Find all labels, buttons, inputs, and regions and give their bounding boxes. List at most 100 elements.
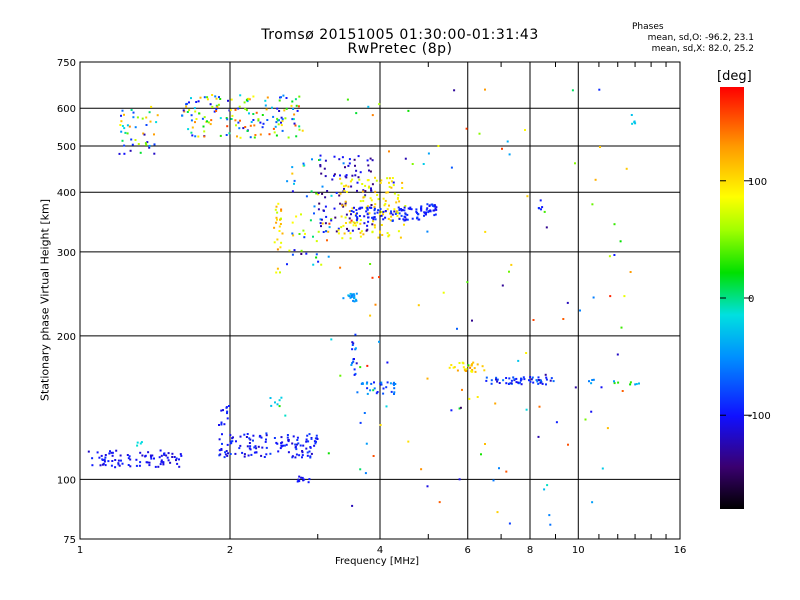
x-tick-label: 1 — [77, 545, 83, 556]
data-point — [468, 397, 471, 400]
data-point — [222, 409, 224, 412]
data-point — [301, 476, 304, 479]
data-point — [140, 441, 143, 444]
data-point — [345, 184, 348, 187]
data-point — [354, 164, 356, 167]
data-point — [228, 132, 231, 135]
data-point — [373, 212, 376, 215]
data-point — [162, 463, 165, 466]
data-point — [379, 231, 381, 234]
data-point — [283, 444, 286, 447]
data-point — [426, 203, 429, 206]
data-point — [393, 208, 396, 211]
data-point — [280, 96, 282, 99]
data-point — [252, 439, 254, 442]
data-point — [111, 460, 114, 462]
data-point — [471, 369, 474, 371]
data-point — [270, 404, 273, 407]
data-point — [453, 366, 456, 369]
data-point — [130, 109, 133, 111]
data-point — [272, 115, 275, 118]
data-point — [381, 234, 384, 236]
data-point — [349, 292, 352, 295]
data-point — [264, 440, 267, 443]
data-point — [420, 206, 423, 209]
data-point — [295, 453, 298, 456]
data-point — [194, 135, 197, 138]
data-point — [588, 380, 590, 383]
data-point — [379, 208, 382, 210]
data-point — [359, 222, 362, 225]
data-point — [342, 205, 345, 208]
data-point — [303, 236, 306, 239]
data-point — [567, 443, 569, 446]
data-point — [471, 319, 473, 322]
x-tick-label: 16 — [674, 545, 687, 556]
data-point — [234, 108, 237, 111]
data-point — [350, 296, 353, 298]
data-point — [91, 457, 94, 460]
data-point — [403, 219, 406, 222]
data-point — [239, 136, 242, 139]
data-point — [352, 342, 355, 345]
data-point — [517, 359, 520, 362]
data-point — [315, 192, 318, 195]
data-point — [345, 213, 348, 216]
data-point — [147, 451, 150, 454]
data-point — [355, 209, 358, 211]
data-point — [379, 424, 382, 426]
data-point — [311, 158, 313, 161]
data-point — [264, 104, 267, 107]
data-point — [426, 485, 429, 488]
data-point — [357, 155, 360, 158]
data-point — [404, 157, 407, 160]
data-point — [351, 348, 354, 351]
data-point — [483, 369, 486, 372]
data-point — [501, 147, 503, 150]
data-point — [366, 213, 369, 216]
data-point — [388, 181, 390, 184]
data-point — [239, 119, 241, 122]
data-point — [386, 232, 389, 235]
data-point — [359, 235, 362, 238]
data-point — [541, 382, 544, 385]
data-point — [340, 226, 343, 229]
data-point — [364, 184, 367, 187]
data-point — [321, 185, 324, 188]
data-point — [453, 89, 456, 92]
data-point — [352, 293, 355, 296]
colorbar-tick-label: 100 — [748, 177, 767, 188]
data-point — [188, 109, 191, 112]
data-point — [293, 122, 296, 125]
data-point — [354, 347, 357, 350]
data-point — [291, 221, 294, 224]
data-point — [257, 119, 260, 122]
data-point — [211, 105, 214, 108]
data-point — [215, 108, 218, 111]
data-point — [104, 454, 107, 456]
data-point — [206, 120, 208, 123]
data-point — [279, 271, 281, 274]
data-point — [146, 461, 149, 464]
data-point — [327, 230, 330, 233]
data-point — [388, 185, 391, 188]
data-point — [144, 142, 147, 145]
data-point — [198, 112, 201, 115]
data-point — [294, 443, 297, 446]
data-point — [237, 107, 240, 110]
data-point — [471, 363, 473, 366]
data-point — [357, 176, 360, 179]
data-point — [291, 455, 294, 458]
data-point — [249, 136, 252, 139]
data-point — [266, 119, 269, 121]
data-point — [246, 445, 249, 448]
data-point — [126, 454, 129, 456]
data-point — [359, 468, 362, 471]
data-point — [364, 472, 367, 475]
data-point — [459, 406, 462, 409]
data-point — [520, 383, 523, 386]
data-point — [220, 409, 223, 412]
data-point — [171, 456, 174, 458]
data-point — [249, 448, 252, 451]
data-point — [368, 212, 371, 215]
